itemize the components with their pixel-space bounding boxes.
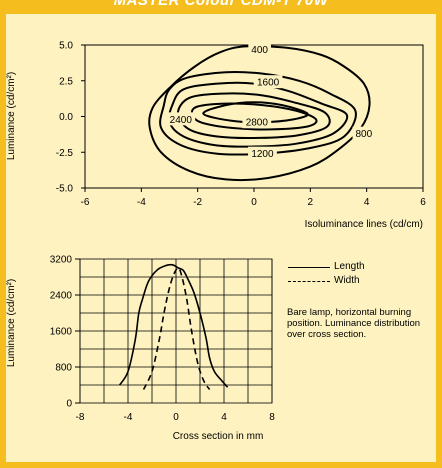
x-tick-label-2: 4: [221, 412, 227, 423]
legend: Length Width: [288, 260, 418, 288]
chart-note: Bare lamp, horizontal burning position. …: [287, 307, 421, 340]
y-tick-label-2: 3200: [50, 255, 73, 266]
legend-solid-line: [288, 266, 330, 268]
contour-label-bg: [248, 146, 277, 160]
contour-label: 1600: [257, 78, 280, 89]
y-tick-label-2: 2400: [50, 291, 73, 302]
isoluminance-contour-5: [202, 101, 309, 124]
contour-label: 400: [251, 45, 268, 56]
legend-label-width: Width: [334, 275, 360, 286]
isoluminance-contour-1: [159, 70, 357, 156]
y-tick-label: 0.0: [59, 112, 73, 123]
y-tick-label-2: 1600: [50, 327, 73, 338]
x-tick-label: -6: [81, 197, 90, 208]
chart-title: MASTER Colour CDM-T 70W: [113, 0, 329, 9]
legend-item-length: Length: [288, 260, 418, 274]
y-tick-label: 2.5: [59, 76, 73, 87]
cross-section-chart: -8 -4 0 4 8 3200 2400 1600 800 0 Luminance (cd/cm…: [6, 255, 275, 443]
legend-dashed-line: [288, 280, 330, 282]
contour-label: 800: [356, 129, 373, 140]
contour-label-bg: [248, 42, 271, 56]
contour-label-bg: [166, 112, 196, 126]
y-tick-label: 5.0: [59, 41, 73, 52]
x-tick-label-2: 8: [269, 412, 275, 423]
contour-label-bg: [352, 126, 376, 140]
x-tick-label-2: -4: [124, 412, 133, 423]
border-right: [436, 0, 442, 468]
series-line-width: [142, 267, 211, 390]
series-line-length: [118, 263, 229, 388]
legend-label-length: Length: [334, 261, 365, 272]
legend-item-width: Width: [288, 274, 418, 288]
isoluminance-contour-4: [190, 102, 318, 131]
isoluminance-chart: -6 -4 -2 0 2 4 6 5.0 2.5 0.0 -2.5 -5.0 400 1600 2400 2…: [6, 41, 426, 231]
x-tick-label: 6: [420, 197, 426, 208]
y-tick-label-2: 800: [55, 363, 72, 374]
x-tick-label: -4: [137, 197, 146, 208]
y-axis-label-2: Luminance (cd/cm²): [6, 279, 17, 367]
x-tick-label: -2: [193, 197, 202, 208]
contour-label: 1200: [251, 149, 274, 160]
contour-label: 2400: [170, 115, 193, 126]
border-left: [0, 0, 6, 468]
x-axis-label-2: Cross section in mm: [173, 431, 264, 442]
x-tick-label: 4: [364, 197, 370, 208]
x-tick-label: 2: [308, 197, 314, 208]
contour-label-bg: [253, 75, 283, 89]
isoluminance-contour-3: [176, 92, 331, 140]
border-bottom: [0, 462, 442, 468]
x-tick-label-2: -8: [76, 412, 85, 423]
x-tick-label: 0: [251, 197, 257, 208]
x-tick-label-2: 0: [173, 412, 179, 423]
y-tick-label: -5.0: [56, 184, 74, 195]
y-tick-label-2: 0: [66, 399, 72, 410]
y-tick-label: -2.5: [56, 148, 74, 159]
contour-label-bg: [242, 115, 272, 129]
title-bar: MASTER Colour CDM-T 70W: [0, 0, 442, 14]
x-axis-label: Isoluminance lines (cd/cm): [305, 219, 423, 230]
contour-label: 2800: [246, 118, 269, 129]
y-axis-label: Luminance (cd/cm²): [6, 72, 17, 160]
